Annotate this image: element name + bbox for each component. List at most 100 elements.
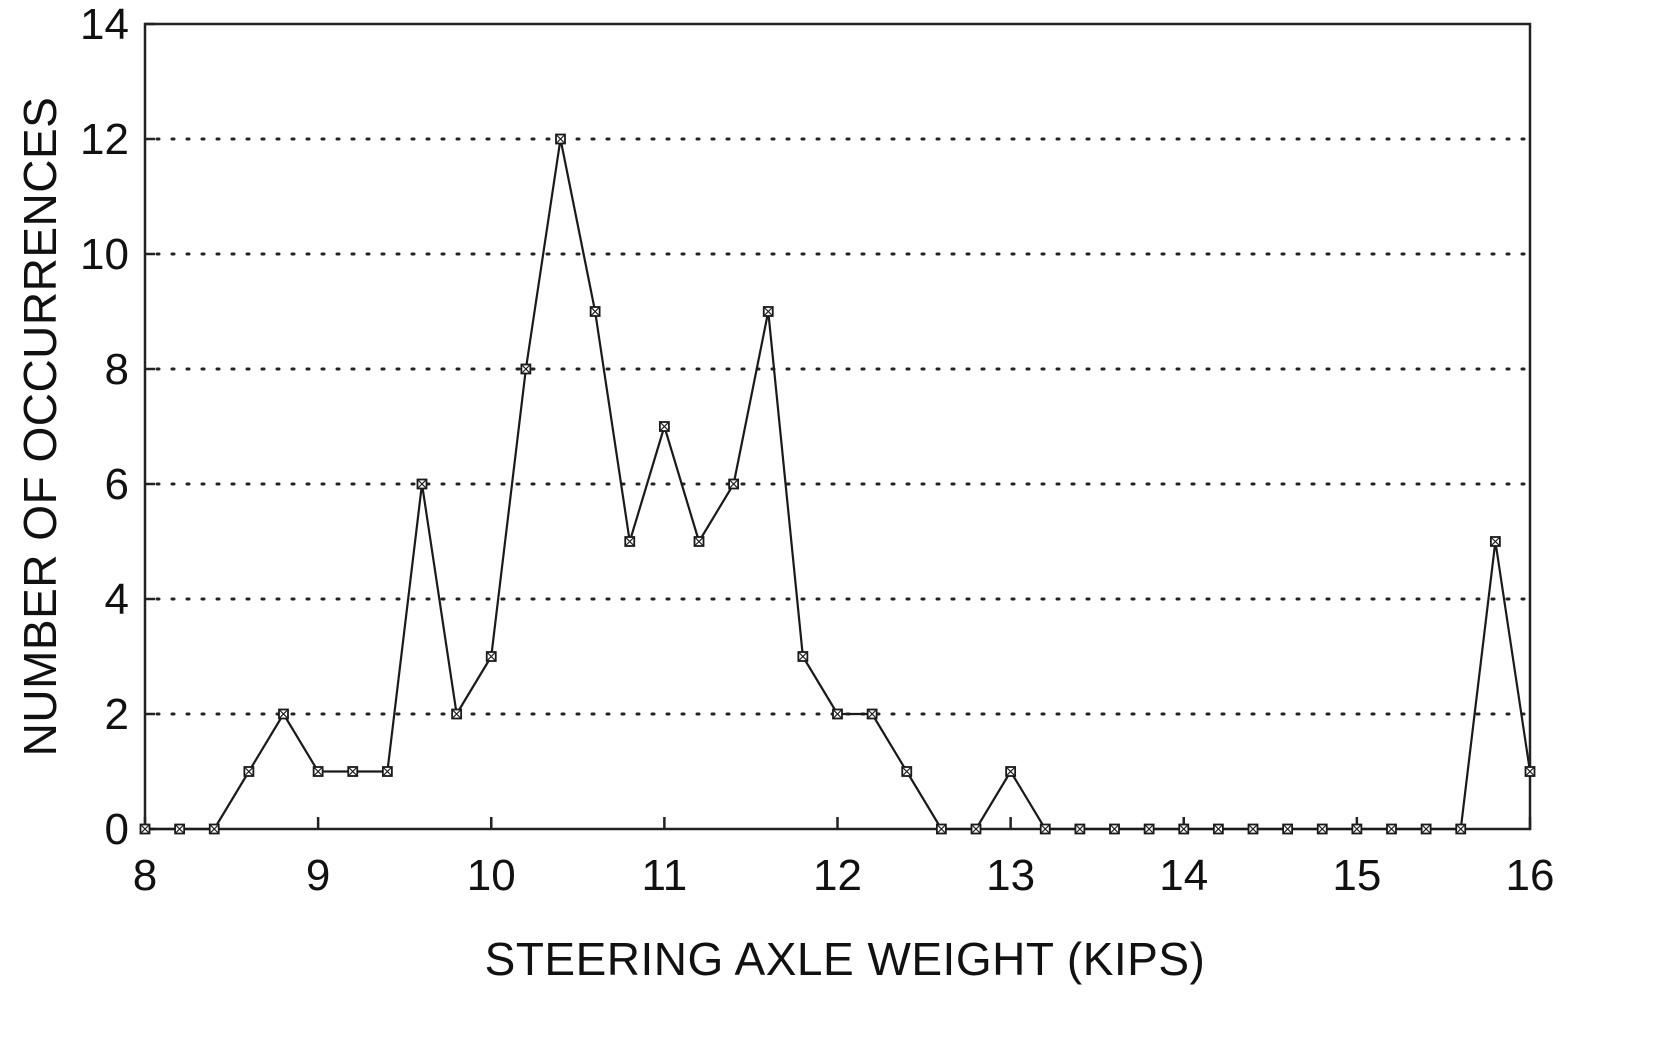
data-point-cross [695, 537, 703, 546]
data-point-cross [1179, 825, 1188, 833]
data-point-cross [1145, 825, 1154, 833]
data-point [1282, 823, 1294, 835]
data-point [1351, 823, 1363, 835]
data-point-cross [1214, 825, 1223, 833]
data-point [901, 766, 913, 777]
data-point-cross [210, 825, 219, 833]
y-tick-label: 10 [80, 230, 129, 279]
data-point [312, 766, 324, 777]
data-point [1109, 823, 1120, 835]
data-point-cross [1249, 825, 1257, 833]
x-tick-label: 10 [467, 851, 516, 900]
data-point-cross [244, 767, 253, 776]
data-point-cross [1075, 825, 1084, 833]
data-point-cross [521, 365, 530, 373]
x-tick-label: 14 [1159, 851, 1208, 900]
x-tick-label: 8 [133, 851, 157, 900]
data-point-cross [1352, 825, 1361, 833]
data-point [485, 651, 497, 662]
data-point-cross [868, 710, 877, 718]
data-point-cross [556, 135, 565, 143]
data-point [1143, 823, 1155, 835]
data-point [1039, 823, 1051, 835]
data-point [866, 708, 878, 720]
data-point-cross [1110, 825, 1119, 833]
y-axis-title: NUMBER OF OCCURRENCES [14, 97, 66, 757]
data-point [381, 766, 393, 777]
data-point-cross [418, 480, 426, 488]
x-tick-label: 13 [986, 851, 1035, 900]
data-point-cross [764, 307, 773, 316]
data-point [1455, 823, 1467, 835]
data-point-cross [487, 652, 496, 661]
data-point-cross [1387, 825, 1396, 833]
data-point-cross [1422, 825, 1431, 833]
x-tick-label: 15 [1332, 851, 1381, 900]
series-layer [139, 133, 1536, 835]
data-point-cross [729, 480, 738, 488]
data-point [832, 708, 843, 720]
y-tick-label: 4 [105, 575, 129, 624]
data-point-cross [279, 710, 288, 718]
data-point [1247, 823, 1259, 835]
data-point-cross [383, 767, 392, 776]
y-tick-label: 2 [105, 690, 129, 739]
data-point [970, 823, 982, 835]
data-point-cross [348, 767, 357, 776]
data-point-cross [798, 652, 807, 661]
data-point [1489, 536, 1501, 547]
data-point [797, 651, 809, 662]
data-point [658, 421, 670, 432]
gridlines [155, 137, 1530, 716]
data-point-cross [1006, 767, 1015, 776]
data-point [555, 133, 566, 145]
x-tick-label: 9 [306, 851, 330, 900]
data-point-cross [937, 825, 946, 833]
data-point [589, 306, 601, 317]
data-point-cross [314, 767, 323, 776]
data-point-cross [1318, 825, 1327, 833]
data-point-cross [833, 710, 842, 718]
x-axis-title: STEERING AXLE WEIGHT (KIPS) [485, 933, 1206, 985]
x-tick-label: 11 [642, 851, 688, 900]
data-point [520, 363, 532, 375]
data-point [278, 708, 289, 720]
y-tick-label: 0 [105, 805, 129, 854]
data-point [1420, 823, 1432, 835]
data-point [693, 536, 705, 547]
data-point [1178, 823, 1190, 835]
data-point-cross [452, 710, 461, 718]
axis-ticks [143, 22, 1532, 831]
plot-area-frame [143, 22, 1532, 831]
y-tick-label: 12 [80, 115, 129, 164]
data-point-cross [972, 825, 980, 833]
data-point [1524, 766, 1536, 777]
data-point-cross [1491, 537, 1500, 546]
data-point-cross [1041, 825, 1050, 833]
x-tick-label: 12 [813, 851, 862, 900]
data-point-cross [902, 767, 911, 776]
data-point [174, 823, 186, 835]
data-point-cross [660, 422, 669, 431]
data-point-cross [141, 825, 149, 833]
data-point [935, 823, 947, 835]
data-point-cross [1283, 825, 1292, 833]
data-point [208, 823, 220, 835]
x-tick-label: 16 [1506, 851, 1555, 900]
data-point [624, 536, 636, 547]
y-tick-label: 8 [105, 345, 129, 394]
data-point [1212, 823, 1224, 835]
y-tick-label: 14 [80, 0, 129, 49]
data-point [1005, 766, 1017, 777]
data-point-cross [1526, 767, 1534, 776]
data-point-cross [175, 825, 184, 833]
tick-labels: 0 2 4 6 8 10 12 14 8 9 10 11 12 13 14 15 16 [80, 0, 1554, 900]
data-point [762, 306, 774, 317]
data-point [451, 708, 463, 720]
data-point-cross [591, 307, 600, 316]
data-point [1316, 823, 1328, 835]
data-point [416, 478, 428, 490]
data-point [1074, 823, 1086, 835]
